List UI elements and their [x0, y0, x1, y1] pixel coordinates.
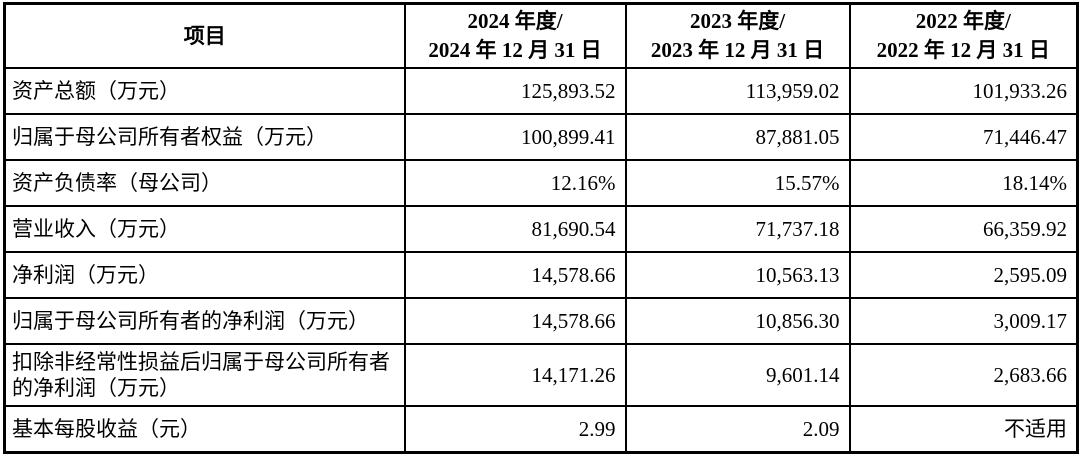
table-row-debt-ratio: 资产负债率（母公司） 12.16% 15.57% 18.14% [3, 159, 1079, 208]
header-period-2023-line1: 2023 年度/ [689, 9, 786, 33]
table-row-revenue: 营业收入（万元） 81,690.54 71,737.18 66,359.92 [3, 205, 1079, 254]
cell-value-2023: 113,959.02 [624, 66, 851, 116]
cell-value-2023: 2.09 [624, 405, 851, 454]
cell-value-2024: 14,578.66 [403, 251, 627, 300]
cell-value-2022: 71,446.47 [848, 113, 1079, 162]
cell-value-2022: 101,933.26 [848, 66, 1079, 116]
table-header-row: 项目 2024 年度/ 2024 年 12 月 31 日 2023 年度/ 20… [3, 2, 1079, 69]
header-period-2023: 2023 年度/ 2023 年 12 月 31 日 [624, 2, 851, 69]
row-label: 净利润（万元） [3, 251, 406, 300]
cell-value-2024: 100,899.41 [403, 113, 627, 162]
cell-value-2023: 10,563.13 [624, 251, 851, 300]
header-period-2024: 2024 年度/ 2024 年 12 月 31 日 [403, 2, 627, 69]
cell-value-2023: 9,601.14 [624, 343, 851, 408]
cell-value-2024: 125,893.52 [403, 66, 627, 116]
table-row-basic-eps: 基本每股收益（元） 2.99 2.09 不适用 [3, 405, 1079, 454]
header-period-2023-line2: 2023 年 12 月 31 日 [650, 38, 825, 62]
cell-value-2022: 66,359.92 [848, 205, 1079, 254]
cell-value-2024: 81,690.54 [403, 205, 627, 254]
table-row-net-profit: 净利润（万元） 14,578.66 10,563.13 2,595.09 [3, 251, 1079, 300]
header-item-column: 项目 [3, 2, 406, 69]
row-label: 扣除非经常性损益后归属于母公司所有者的净利润（万元） [3, 343, 406, 408]
cell-value-2024: 14,578.66 [403, 297, 627, 346]
cell-value-2022: 2,595.09 [848, 251, 1079, 300]
table-row-total-assets: 资产总额（万元） 125,893.52 113,959.02 101,933.2… [3, 66, 1079, 116]
row-label: 归属于母公司所有者的净利润（万元） [3, 297, 406, 346]
row-label: 资产总额（万元） [3, 66, 406, 116]
cell-value-2023: 15.57% [624, 159, 851, 208]
cell-value-2023: 10,856.30 [624, 297, 851, 346]
cell-value-2022: 不适用 [848, 405, 1079, 454]
header-period-2022-line1: 2022 年度/ [915, 9, 1011, 33]
cell-value-2024: 12.16% [403, 159, 627, 208]
table-row-deducted-net-profit: 扣除非经常性损益后归属于母公司所有者的净利润（万元） 14,171.26 9,6… [3, 343, 1079, 408]
table-row-parent-equity: 归属于母公司所有者权益（万元） 100,899.41 87,881.05 71,… [3, 113, 1079, 162]
financial-summary-table: 项目 2024 年度/ 2024 年 12 月 31 日 2023 年度/ 20… [3, 2, 1079, 454]
row-label: 资产负债率（母公司） [3, 159, 406, 208]
cell-value-2022: 18.14% [848, 159, 1079, 208]
table-row-parent-net-profit: 归属于母公司所有者的净利润（万元） 14,578.66 10,856.30 3,… [3, 297, 1079, 346]
header-period-2022-line2: 2022 年 12 月 31 日 [876, 38, 1050, 62]
row-label: 归属于母公司所有者权益（万元） [3, 113, 406, 162]
row-label: 基本每股收益（元） [3, 405, 406, 454]
header-period-2024-line2: 2024 年 12 月 31 日 [428, 38, 602, 62]
cell-value-2024: 2.99 [403, 405, 627, 454]
cell-value-2023: 87,881.05 [624, 113, 851, 162]
cell-value-2022: 2,683.66 [848, 343, 1079, 408]
header-period-2022: 2022 年度/ 2022 年 12 月 31 日 [848, 2, 1079, 69]
header-period-2024-line1: 2024 年度/ [467, 9, 563, 33]
row-label: 营业收入（万元） [3, 205, 406, 254]
cell-value-2022: 3,009.17 [848, 297, 1079, 346]
cell-value-2024: 14,171.26 [403, 343, 627, 408]
cell-value-2023: 71,737.18 [624, 205, 851, 254]
